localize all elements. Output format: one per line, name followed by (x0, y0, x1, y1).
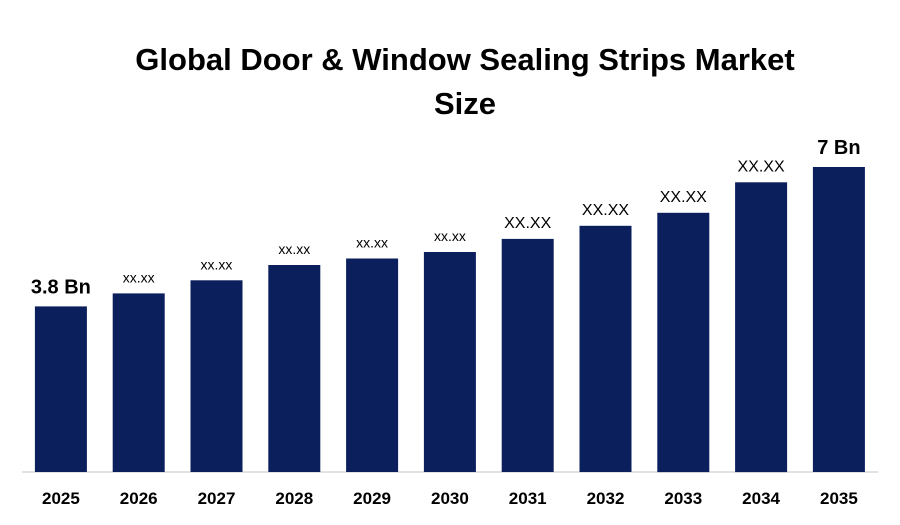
x-tick-2032: 2032 (587, 489, 625, 508)
data-label-2027: xx.xx (201, 256, 233, 272)
chart-title: Global Door & Window Sealing Strips Mark… (135, 42, 795, 121)
bar-2030 (423, 252, 476, 472)
bar-2032 (579, 225, 632, 472)
data-label-2031: XX.XX (504, 215, 551, 232)
bar-2031 (501, 238, 554, 472)
data-label-2030: xx.xx (434, 228, 466, 244)
data-label-2032: XX.XX (582, 202, 629, 219)
data-label-2028: xx.xx (278, 241, 310, 257)
x-tick-2034: 2034 (742, 489, 780, 508)
x-tick-2033: 2033 (664, 489, 702, 508)
bar-2026 (112, 293, 165, 472)
x-tick-2026: 2026 (120, 489, 158, 508)
x-tick-2029: 2029 (353, 489, 391, 508)
bar-2028 (268, 265, 321, 472)
bar-2035 (812, 167, 865, 472)
bar-2034 (735, 182, 788, 473)
x-tick-2027: 2027 (198, 489, 236, 508)
data-label-2025: 3.8 Bn (31, 276, 91, 298)
x-tick-2028: 2028 (275, 489, 313, 508)
bar-2025 (34, 306, 87, 472)
x-tick-2035: 2035 (820, 489, 858, 508)
bar-2027 (190, 280, 243, 472)
data-label-2034: XX.XX (738, 158, 785, 175)
data-label-2033: XX.XX (660, 189, 707, 206)
bar-2033 (657, 212, 710, 473)
data-label-2035: 7 Bn (817, 137, 860, 159)
x-tick-2030: 2030 (431, 489, 469, 508)
data-label-2026: xx.xx (123, 269, 155, 285)
data-label-2029: xx.xx (356, 235, 388, 251)
x-tick-2031: 2031 (509, 489, 547, 508)
bar-2029 (346, 258, 399, 472)
x-tick-2025: 2025 (42, 489, 80, 508)
